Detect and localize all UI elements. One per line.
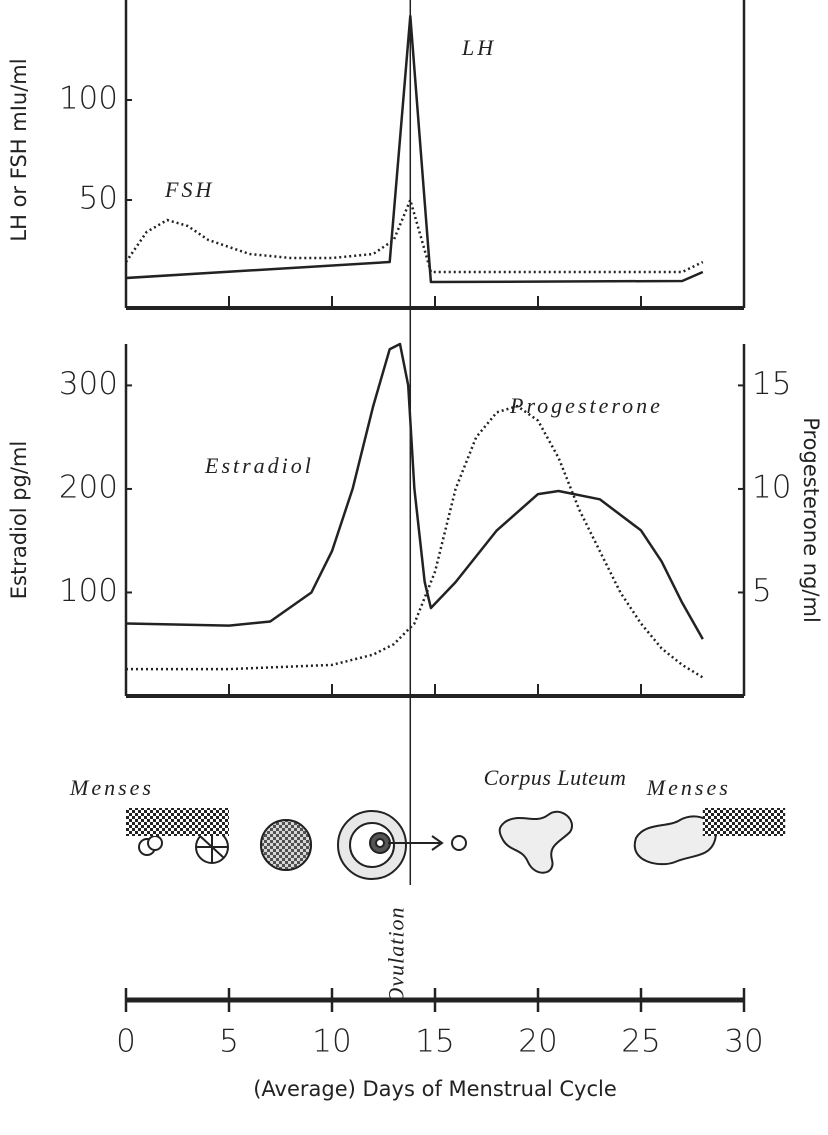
y2-tick-label: 5: [752, 573, 772, 609]
menses-label: Menses: [69, 775, 154, 800]
menses-bar: [702, 808, 786, 836]
y-axis-label: Estradiol pg/ml: [7, 441, 31, 600]
y-tick-label: 200: [59, 469, 118, 505]
menses-label: Menses: [646, 775, 731, 800]
series-line: [124, 198, 704, 274]
x-tick-label: 30: [724, 1024, 763, 1060]
x-tick-label: 20: [518, 1024, 557, 1060]
series-line: [125, 342, 704, 640]
x-tick-label: 15: [415, 1024, 454, 1060]
series-label: Estradiol: [204, 453, 314, 478]
follicle-drawings: [138, 810, 717, 880]
y2-tick-label: 10: [752, 469, 791, 505]
y2-axis-label: Progesterone ng/ml: [799, 417, 823, 623]
series-line: [125, 14, 704, 284]
x-tick-label: 10: [312, 1024, 351, 1060]
ovulation-label: Ovulation: [383, 907, 408, 1004]
y-tick-label: 50: [79, 181, 118, 217]
x-axis-label: (Average) Days of Menstrual Cycle: [253, 1077, 617, 1101]
x-tick-label: 0: [116, 1024, 136, 1060]
series-line: [126, 404, 704, 679]
corpus-luteum-label: Corpus Luteum: [484, 765, 627, 790]
y-axis-label: LH or FSH mIu/ml: [7, 58, 31, 241]
series-label: LH: [461, 35, 496, 60]
y-tick-label: 300: [59, 366, 118, 402]
series-label: FSH: [164, 177, 214, 202]
series-label: Progesterone: [509, 393, 663, 418]
x-tick-label: 25: [621, 1024, 660, 1060]
y2-tick-label: 15: [752, 366, 791, 402]
x-tick-label: 5: [219, 1024, 239, 1060]
y-tick-label: 100: [59, 81, 118, 117]
y-tick-label: 100: [59, 573, 118, 609]
menses-bar: [126, 808, 229, 836]
